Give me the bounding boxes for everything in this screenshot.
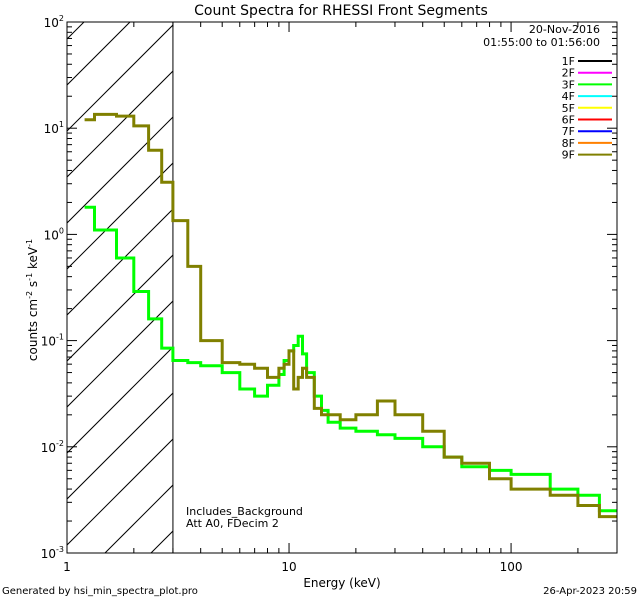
y-tick-label: 101 (44, 120, 64, 136)
hatch-line (104, 484, 173, 553)
x-tick-label: 100 (500, 560, 523, 574)
legend-date: 20-Nov-2016 (529, 23, 600, 36)
series-layer (84, 112, 617, 519)
x-tick-labels: 1 10 100 (63, 560, 522, 574)
y-tick-label: 102 (44, 14, 64, 30)
legend-label-9F: 9F (562, 149, 575, 162)
axis-ticks (66, 21, 618, 554)
footer-timestamp: 26-Apr-2023 20:59 (543, 586, 637, 597)
x-axis-label: Energy (keV) (303, 576, 380, 590)
annotation-attenuator: Att A0, FDecim 2 (186, 517, 279, 530)
hatch-line (67, 392, 173, 500)
y-tick-label: 10-3 (41, 545, 64, 561)
x-tick-label: 1 (63, 560, 71, 574)
legend-label-3F: 3F (562, 78, 575, 91)
legend-label-8F: 8F (562, 137, 575, 150)
legend-label-4F: 4F (562, 90, 575, 103)
legend-time-range: 01:55:00 to 01:56:00 (483, 36, 600, 49)
hatch-line (67, 24, 173, 132)
plot-frame (66, 21, 618, 554)
hatch-line (67, 438, 173, 546)
hatch-line (67, 208, 173, 316)
y-tick-labels: 10-3 10-2 10-1 100 101 102 (41, 14, 64, 561)
y-tick-label: 10-2 (41, 439, 64, 455)
y-axis-label: counts cm-2 s-1 keV-1 (25, 239, 40, 361)
hatch-line (67, 346, 173, 454)
series-3F-line (84, 205, 617, 513)
hatch-line (67, 70, 173, 178)
legend-label-1F: 1F (562, 55, 575, 68)
shaded-region-hatching (67, 22, 173, 553)
y-tick-label: 100 (44, 226, 64, 242)
hatch-line (67, 116, 173, 224)
annotation-background: Includes_Background (186, 505, 303, 518)
legend: 20-Nov-2016 01:55:00 to 01:56:00 1F2F3F4… (483, 23, 612, 162)
footer-generator: Generated by hsi_min_spectra_plot.pro (2, 586, 198, 597)
hatch-line (67, 162, 173, 270)
chart-title: Count Spectra for RHESSI Front Segments (194, 3, 488, 19)
x-tick-label: 10 (281, 560, 296, 574)
legend-label-6F: 6F (562, 114, 575, 127)
legend-label-2F: 2F (562, 67, 575, 80)
hatch-line (67, 254, 173, 362)
legend-label-5F: 5F (562, 102, 575, 115)
series-9F-line (84, 112, 617, 519)
legend-label-7F: 7F (562, 125, 575, 138)
y-tick-label: 10-1 (41, 333, 64, 349)
hatch-line (67, 300, 173, 408)
